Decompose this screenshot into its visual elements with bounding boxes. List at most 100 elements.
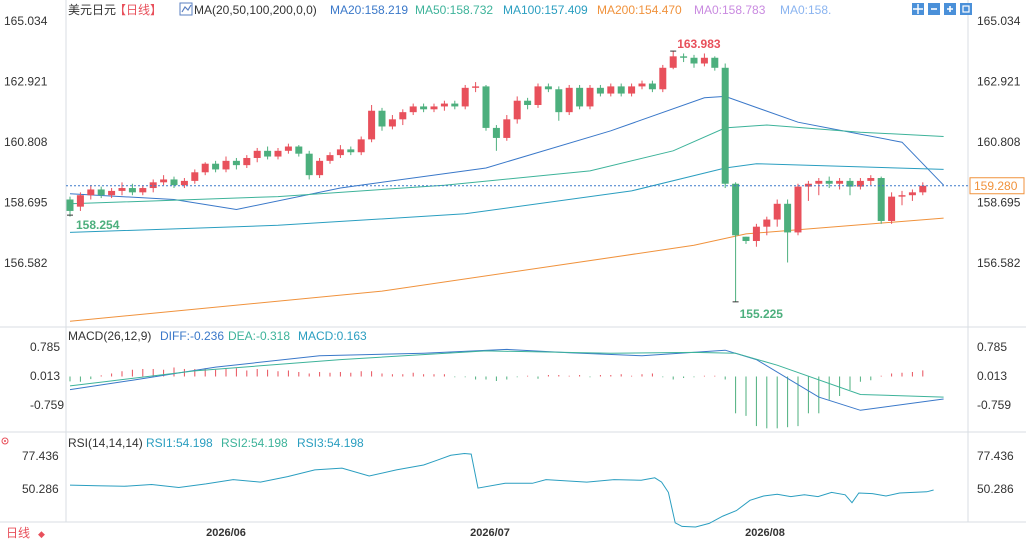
rsi-drag-icon[interactable]: [1, 437, 9, 445]
candle: [763, 216, 771, 236]
candle-body: [420, 106, 428, 110]
fullscreen-icon[interactable]: [960, 3, 972, 15]
price-tick-right: 156.582: [977, 256, 1021, 270]
macd-diff-line: [69, 348, 944, 411]
move-icon[interactable]: [912, 3, 924, 15]
ma100-line: [69, 163, 944, 233]
macd-tick-right: -0.759: [977, 398, 1011, 412]
candle: [669, 51, 677, 70]
candle: [66, 196, 74, 217]
candle: [160, 175, 168, 186]
main-header: 美元日元 【日线】 MA(20,50,100,200,0,0) MA20:158…: [68, 3, 831, 17]
candle-body: [347, 149, 355, 153]
candle: [804, 180, 812, 201]
candle-body: [108, 190, 116, 196]
candle-body: [565, 87, 573, 113]
candle: [898, 190, 906, 206]
candle-body: [326, 155, 334, 161]
candle: [877, 176, 885, 224]
candle: [586, 84, 594, 110]
candle-body: [191, 172, 199, 181]
candle-body: [357, 139, 365, 153]
macd-header: MACD(26,12,9) DIFF:-0.236 DEA:-0.318 MAC…: [68, 329, 367, 343]
price-tick-right: 162.921: [977, 75, 1021, 89]
ma200-line: [69, 217, 944, 322]
candle: [867, 175, 875, 186]
rsi3-value: RSI3:54.198: [297, 436, 364, 450]
rsi-settings-label[interactable]: RSI(14,14,14): [68, 436, 143, 450]
candle-body: [160, 179, 168, 183]
ma-settings-label[interactable]: MA(20,50,100,200,0,0): [194, 3, 317, 17]
candle: [680, 53, 688, 63]
price-tick-left: 156.582: [4, 256, 48, 270]
candle-body: [503, 119, 511, 138]
candle: [118, 182, 126, 196]
price-tick-right: 165.034: [977, 14, 1021, 28]
candle-body: [128, 188, 136, 193]
candle: [305, 150, 313, 180]
zoom-out-icon[interactable]: [928, 3, 940, 15]
candle: [451, 100, 459, 110]
candle-body: [264, 150, 272, 157]
candle: [752, 223, 760, 247]
candle: [888, 192, 896, 224]
candle-body: [409, 106, 417, 113]
candle: [378, 107, 386, 131]
candle: [347, 146, 355, 156]
candle: [565, 84, 573, 116]
candle-body: [919, 185, 927, 193]
candle: [617, 83, 625, 97]
candle: [316, 157, 324, 179]
candle-body: [867, 178, 875, 181]
candle-body: [513, 100, 521, 120]
candle: [513, 96, 521, 124]
candle: [232, 157, 240, 170]
candle: [732, 182, 740, 302]
high-annotation: 163.983: [677, 37, 721, 51]
macd-histogram: [69, 367, 924, 429]
panel-borders: [0, 0, 1026, 523]
candle: [87, 185, 95, 200]
macd-tick-right: 0.013: [977, 369, 1007, 383]
indicator-settings-icon[interactable]: [179, 2, 193, 16]
candle-body: [628, 86, 636, 94]
candle-body: [846, 180, 854, 187]
candle: [503, 115, 511, 141]
candle: [846, 178, 854, 196]
candle: [180, 178, 188, 189]
candle: [784, 199, 792, 263]
candle: [264, 146, 272, 160]
candle-body: [284, 146, 292, 151]
candle-body: [76, 195, 84, 207]
ma0-value-b: MA0:158.: [780, 3, 831, 17]
period-switch-arrow-icon[interactable]: ◆: [38, 529, 45, 539]
ma0-value-a: MA0:158.783: [694, 3, 766, 17]
candle-body: [638, 83, 646, 87]
candle-body: [773, 203, 781, 220]
macd-diff-value: DIFF:-0.236: [160, 329, 224, 343]
ma100-value: MA100:157.409: [503, 3, 588, 17]
period-switch[interactable]: 日线 ◆: [6, 526, 45, 540]
candle-body: [492, 127, 500, 138]
macd-settings-label[interactable]: MACD(26,12,9): [68, 329, 151, 343]
period-switch-label[interactable]: 日线: [6, 526, 30, 540]
candle: [555, 86, 563, 121]
candle-body: [690, 57, 698, 64]
candle: [212, 160, 220, 173]
candle-body: [274, 150, 282, 157]
candle-body: [368, 110, 376, 140]
price-tick-left: 162.921: [4, 75, 48, 89]
rsi-tick-left: 77.436: [22, 449, 59, 463]
candle-body: [877, 178, 885, 221]
candle: [284, 143, 292, 154]
candle-body: [295, 146, 303, 154]
zoom-in-icon[interactable]: [944, 3, 956, 15]
period-label[interactable]: 【日线】: [114, 3, 162, 17]
candle: [628, 83, 636, 97]
moving-average-lines: [69, 95, 944, 322]
candle-body: [388, 119, 396, 127]
macd-tick-left: 0.785: [30, 340, 60, 354]
price-tick-left: 158.695: [4, 196, 48, 210]
candle: [399, 109, 407, 126]
rsi2-value: RSI2:54.198: [221, 436, 288, 450]
